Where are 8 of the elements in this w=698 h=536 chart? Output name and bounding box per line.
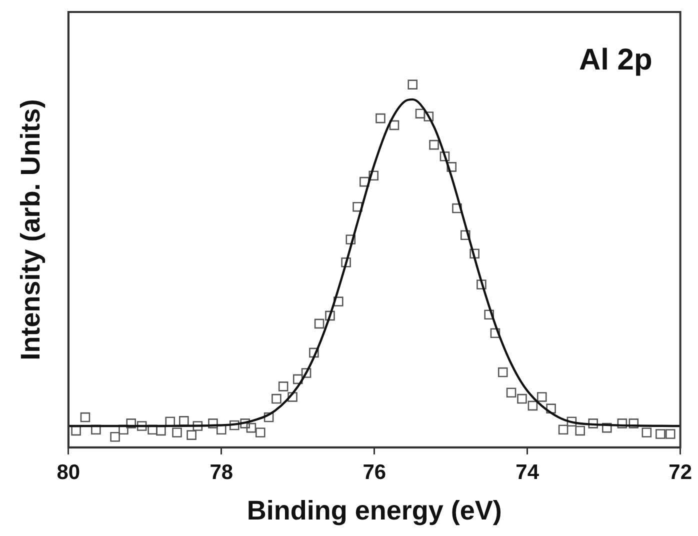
x-tick-label: 80 <box>56 460 80 484</box>
x-axis-title: Binding energy (eV) <box>246 495 502 526</box>
x-tick-label: 74 <box>516 460 540 484</box>
x-tick-label: 76 <box>362 460 386 484</box>
text: Al 2p <box>578 43 652 76</box>
x-tick-label: 72 <box>668 460 692 484</box>
x-tick-label: 78 <box>210 460 234 484</box>
y-axis-title: Intensity (arb. Units) <box>16 99 46 360</box>
